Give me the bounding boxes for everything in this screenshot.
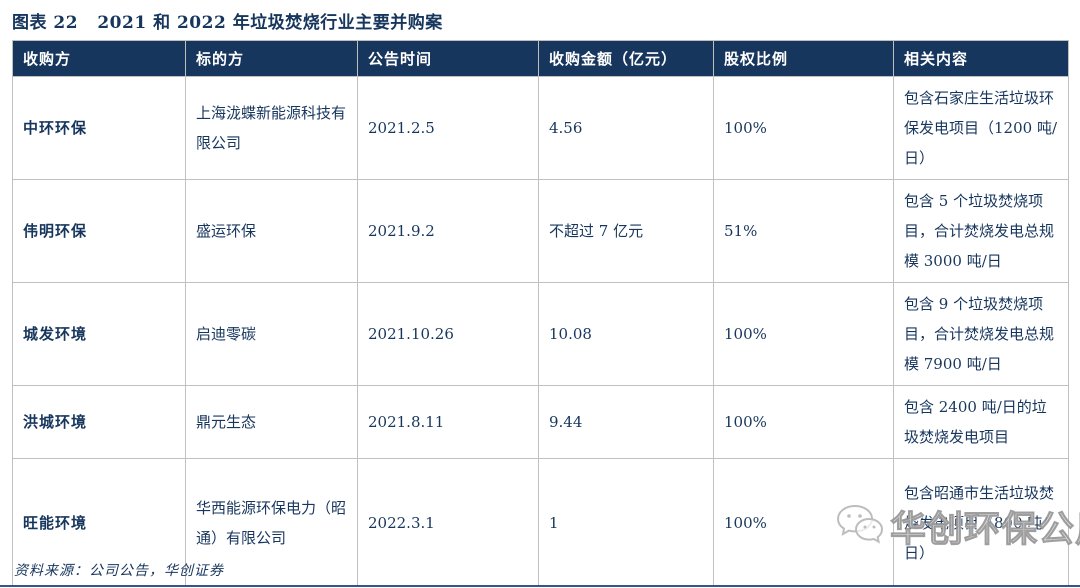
- col-header-target: 标的方: [185, 40, 358, 77]
- cell-date: 2022.3.1: [357, 458, 539, 587]
- table-row: 洪城环境 鼎元生态 2021.8.11 9.44 100% 包含 2400 吨/日的垃圾焚…: [12, 385, 1069, 459]
- cell-amount: 1: [538, 458, 714, 587]
- source-note: 资料来源：公司公告，华创证券: [14, 563, 224, 579]
- cell-content: 包含 5 个垃圾焚烧项目，合计焚烧发电总规模 3000 吨/日: [893, 179, 1069, 283]
- col-header-amount: 收购金额（亿元）: [538, 40, 714, 77]
- cell-target: 盛运环保: [185, 179, 358, 283]
- cell-acquirer: 伟明环保: [12, 179, 186, 283]
- cell-target: 启迪零碳: [185, 282, 358, 386]
- cell-amount: 9.44: [538, 385, 714, 459]
- table-row: 旺能环境 华西能源环保电力（昭通）有限公司 2022.3.1 1 100% 包含昭通市生活…: [12, 458, 1069, 587]
- col-header-announce-date: 公告时间: [357, 40, 539, 77]
- cell-target: 上海泷蝶新能源科技有限公司: [185, 76, 358, 180]
- col-header-related-content: 相关内容: [893, 40, 1069, 77]
- cell-amount: 不超过 7 亿元: [538, 179, 714, 283]
- table-row: 中环环保 上海泷蝶新能源科技有限公司 2021.2.5 4.56 100% 包含石家庄生活…: [12, 76, 1069, 180]
- cell-acquirer: 中环环保: [12, 76, 186, 180]
- cell-content: 包含昭通市生活垃圾焚烧发电项目（800 吨/日）: [893, 458, 1069, 587]
- cell-date: 2021.8.11: [357, 385, 539, 459]
- cell-equity: 100%: [713, 282, 894, 386]
- cell-equity: 100%: [713, 76, 894, 180]
- cell-amount: 4.56: [538, 76, 714, 180]
- cell-date: 2021.2.5: [357, 76, 539, 180]
- cell-content: 包含 9 个垃圾焚烧项目，合计焚烧发电总规模 7900 吨/日: [893, 282, 1069, 386]
- cell-content: 包含石家庄生活垃圾环保发电项目（1200 吨/日）: [893, 76, 1069, 180]
- cell-content: 包含 2400 吨/日的垃圾焚烧发电项目: [893, 385, 1069, 459]
- bottom-divider: [0, 585, 1080, 587]
- cell-equity: 51%: [713, 179, 894, 283]
- cell-equity: 100%: [713, 385, 894, 459]
- ma-cases-table: 收购方 标的方 公告时间 收购金额（亿元） 股权比例 相关内容 中环环保 上海泷蝶…: [12, 40, 1069, 587]
- cell-date: 2021.9.2: [357, 179, 539, 283]
- table-row: 城发环境 启迪零碳 2021.10.26 10.08 100% 包含 9 个垃圾焚烧项目，…: [12, 282, 1069, 386]
- table-row: 伟明环保 盛运环保 2021.9.2 不超过 7 亿元 51% 包含 5 个垃圾焚烧项目，…: [12, 179, 1069, 283]
- cell-amount: 10.08: [538, 282, 714, 386]
- col-header-acquirer: 收购方: [12, 40, 186, 77]
- cell-date: 2021.10.26: [357, 282, 539, 386]
- header-row: 收购方 标的方 公告时间 收购金额（亿元） 股权比例 相关内容: [12, 40, 1069, 77]
- cell-target: 华西能源环保电力（昭通）有限公司: [185, 458, 358, 587]
- cell-target: 鼎元生态: [185, 385, 358, 459]
- cell-acquirer: 旺能环境: [12, 458, 186, 587]
- cell-acquirer: 洪城环境: [12, 385, 186, 459]
- cell-acquirer: 城发环境: [12, 282, 186, 386]
- col-header-equity-ratio: 股权比例: [713, 40, 894, 77]
- figure-title: 图表 22 2021 和 2022 年垃圾焚烧行业主要并购案: [12, 13, 443, 33]
- cell-equity: 100%: [713, 458, 894, 587]
